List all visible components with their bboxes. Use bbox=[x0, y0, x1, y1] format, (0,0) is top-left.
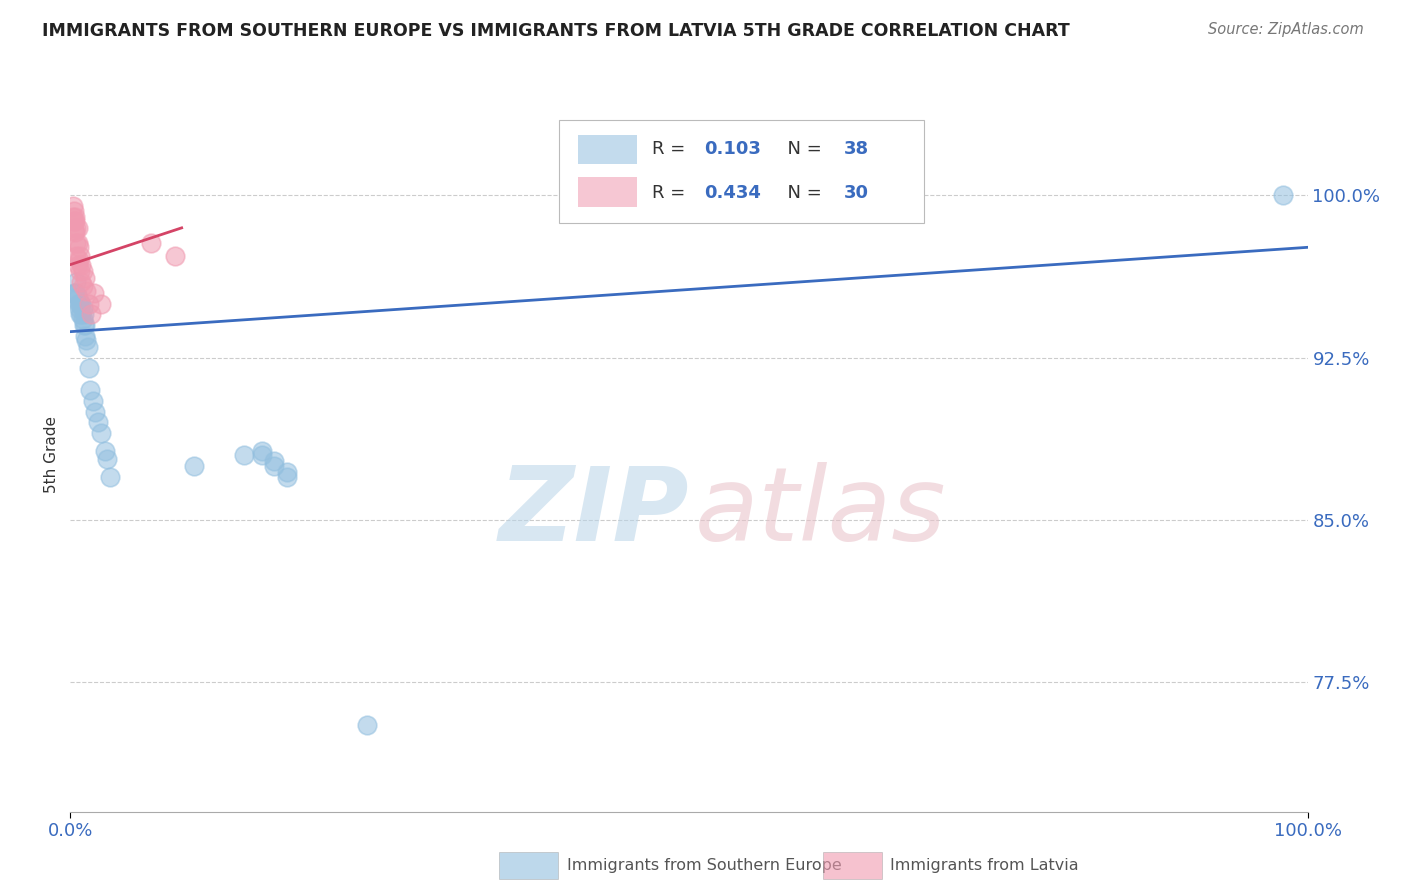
Point bbox=[276, 465, 298, 479]
FancyBboxPatch shape bbox=[578, 135, 637, 164]
Point bbox=[65, 210, 87, 224]
Point bbox=[63, 203, 86, 218]
Text: atlas: atlas bbox=[695, 462, 946, 562]
Point bbox=[72, 279, 94, 293]
Text: N =: N = bbox=[776, 141, 827, 159]
Text: 38: 38 bbox=[844, 141, 869, 159]
Text: 30: 30 bbox=[844, 184, 869, 202]
Point bbox=[70, 296, 93, 310]
Point bbox=[96, 452, 118, 467]
Point bbox=[75, 318, 97, 333]
Point bbox=[63, 214, 86, 228]
Point bbox=[77, 296, 100, 310]
Point bbox=[66, 235, 89, 250]
Point bbox=[65, 235, 87, 250]
Point bbox=[65, 249, 87, 263]
Point bbox=[232, 448, 254, 462]
Point bbox=[63, 223, 86, 237]
Point bbox=[65, 285, 87, 300]
Point bbox=[72, 311, 94, 326]
Point bbox=[276, 469, 298, 483]
Text: N =: N = bbox=[776, 184, 827, 202]
Point bbox=[1271, 188, 1294, 202]
Y-axis label: 5th Grade: 5th Grade bbox=[44, 417, 59, 493]
Point bbox=[73, 307, 96, 321]
Point bbox=[86, 416, 108, 430]
Point bbox=[94, 443, 117, 458]
Point bbox=[82, 393, 104, 408]
Text: R =: R = bbox=[652, 141, 690, 159]
Point bbox=[75, 334, 97, 348]
Point bbox=[84, 405, 107, 419]
Point bbox=[69, 307, 91, 321]
Point bbox=[66, 220, 89, 235]
Point bbox=[69, 249, 91, 263]
Point bbox=[63, 285, 86, 300]
Point bbox=[75, 329, 97, 343]
Point bbox=[69, 264, 91, 278]
Point bbox=[66, 258, 89, 272]
Point bbox=[356, 718, 378, 732]
Point bbox=[70, 258, 93, 272]
Point bbox=[65, 275, 87, 289]
Text: Source: ZipAtlas.com: Source: ZipAtlas.com bbox=[1208, 22, 1364, 37]
Point bbox=[73, 318, 96, 333]
Point bbox=[165, 249, 187, 263]
Point bbox=[65, 285, 87, 300]
Point bbox=[67, 301, 90, 315]
Point bbox=[70, 307, 93, 321]
Point bbox=[67, 240, 90, 254]
Point bbox=[79, 383, 101, 397]
FancyBboxPatch shape bbox=[560, 120, 924, 223]
Point bbox=[67, 296, 90, 310]
Point bbox=[83, 285, 105, 300]
Text: IMMIGRANTS FROM SOUTHERN EUROPE VS IMMIGRANTS FROM LATVIA 5TH GRADE CORRELATION : IMMIGRANTS FROM SOUTHERN EUROPE VS IMMIG… bbox=[42, 22, 1070, 40]
Text: Immigrants from Southern Europe: Immigrants from Southern Europe bbox=[567, 858, 841, 872]
Point bbox=[62, 210, 84, 224]
Point bbox=[69, 296, 91, 310]
Point bbox=[65, 214, 87, 228]
FancyBboxPatch shape bbox=[578, 178, 637, 207]
Point bbox=[90, 296, 112, 310]
Point bbox=[250, 443, 273, 458]
Text: 0.103: 0.103 bbox=[704, 141, 761, 159]
Point bbox=[77, 361, 100, 376]
Point bbox=[90, 426, 112, 441]
Point bbox=[62, 199, 84, 213]
Point bbox=[250, 448, 273, 462]
Text: Immigrants from Latvia: Immigrants from Latvia bbox=[890, 858, 1078, 872]
Text: ZIP: ZIP bbox=[498, 461, 689, 563]
Point bbox=[98, 469, 121, 483]
Text: 0.434: 0.434 bbox=[704, 184, 761, 202]
Point bbox=[72, 264, 94, 278]
Point bbox=[75, 284, 97, 298]
Text: R =: R = bbox=[652, 184, 690, 202]
Point bbox=[76, 340, 98, 354]
Point bbox=[139, 235, 162, 250]
Point bbox=[80, 307, 103, 321]
Point bbox=[183, 458, 205, 473]
Point bbox=[72, 301, 94, 315]
Point bbox=[66, 290, 89, 304]
Point bbox=[70, 275, 93, 289]
Point bbox=[263, 458, 285, 473]
Point bbox=[65, 225, 87, 239]
Point bbox=[263, 454, 285, 468]
Point bbox=[75, 270, 97, 285]
Point bbox=[65, 220, 87, 235]
Point bbox=[67, 253, 90, 268]
